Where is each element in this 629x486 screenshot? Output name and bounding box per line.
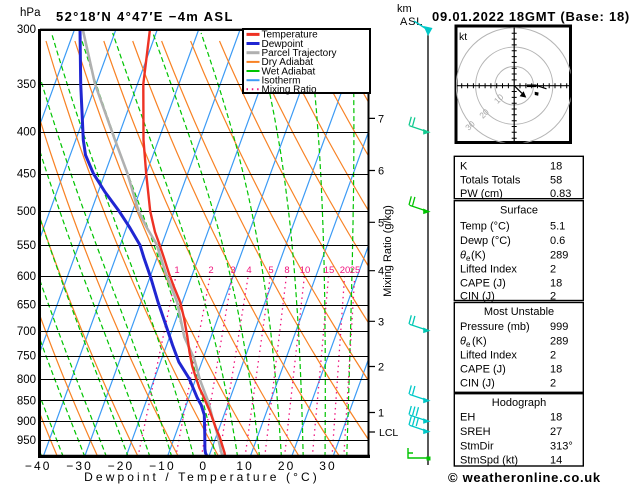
svg-text:Mixing Ratio (g/kg): Mixing Ratio (g/kg) [382, 205, 394, 297]
svg-text:6: 6 [378, 166, 384, 178]
svg-text:20: 20 [278, 459, 296, 473]
svg-text:58: 58 [550, 175, 562, 187]
svg-text:1: 1 [174, 265, 179, 276]
svg-text:700: 700 [17, 326, 36, 338]
svg-text:2: 2 [550, 350, 556, 362]
svg-text:600: 600 [17, 271, 36, 283]
svg-text:−40: −40 [25, 459, 52, 473]
svg-text:LCL: LCL [379, 427, 398, 439]
svg-text:Wet Adiabat: Wet Adiabat [262, 66, 316, 77]
svg-text:StmDir: StmDir [460, 441, 494, 453]
svg-text:289: 289 [550, 336, 568, 348]
svg-text:CAPE (J): CAPE (J) [460, 364, 506, 376]
svg-text:15: 15 [324, 265, 335, 276]
svg-text:0: 0 [199, 459, 208, 473]
svg-text:km: km [397, 3, 412, 15]
svg-text:Temperature: Temperature [262, 30, 319, 41]
svg-text:10: 10 [236, 459, 254, 473]
svg-text:Hodograph: Hodograph [492, 397, 546, 409]
svg-text:27: 27 [550, 426, 562, 438]
svg-text:0.83: 0.83 [550, 188, 571, 200]
svg-text:18: 18 [550, 364, 562, 376]
svg-text:52°18′N 4°47′E −4m ASL: 52°18′N 4°47′E −4m ASL [56, 9, 234, 24]
svg-text:Dewp (°C): Dewp (°C) [460, 235, 511, 247]
svg-text:800: 800 [17, 374, 36, 386]
svg-text:25: 25 [350, 265, 361, 276]
svg-text:kt: kt [459, 31, 467, 43]
svg-text:4: 4 [246, 265, 251, 276]
svg-text:CIN (J): CIN (J) [460, 291, 495, 303]
svg-text:900: 900 [17, 416, 36, 428]
svg-text:300: 300 [17, 24, 36, 36]
svg-text:2: 2 [550, 291, 556, 303]
svg-text:4: 4 [378, 266, 384, 278]
svg-text:StmSpd (kt): StmSpd (kt) [460, 455, 518, 467]
svg-text:Temp (°C): Temp (°C) [460, 221, 510, 233]
svg-text:Parcel Trajectory: Parcel Trajectory [262, 48, 337, 59]
svg-text:3: 3 [230, 265, 235, 276]
svg-text:18: 18 [550, 412, 562, 424]
svg-text:Dewpoint: Dewpoint [262, 39, 304, 50]
svg-text:SREH: SREH [460, 426, 491, 438]
svg-text:8: 8 [284, 265, 289, 276]
svg-text:2: 2 [378, 362, 384, 374]
svg-text:400: 400 [17, 127, 36, 139]
svg-text:Lifted Index: Lifted Index [460, 264, 517, 276]
svg-text:ASL: ASL [400, 16, 423, 28]
svg-text:10: 10 [300, 265, 311, 276]
svg-text:14: 14 [550, 455, 562, 467]
svg-text:Most Unstable: Most Unstable [484, 306, 554, 318]
svg-text:EH: EH [460, 412, 475, 424]
svg-text:30: 30 [319, 459, 337, 473]
svg-text:Mixing Ratio: Mixing Ratio [262, 85, 317, 96]
svg-text:CAPE (J): CAPE (J) [460, 278, 506, 290]
svg-text:−30: −30 [66, 459, 93, 473]
svg-text:550: 550 [17, 240, 36, 252]
svg-text:650: 650 [17, 300, 36, 312]
svg-text:09.01.2022 18GMT (Base: 18): 09.01.2022 18GMT (Base: 18) [432, 9, 629, 24]
svg-text:hPa: hPa [20, 7, 41, 19]
svg-text:Lifted Index: Lifted Index [460, 350, 517, 362]
svg-text:3: 3 [378, 316, 384, 328]
svg-text:950: 950 [17, 435, 36, 447]
svg-text:K: K [460, 161, 468, 173]
svg-text:Totals Totals: Totals Totals [460, 175, 521, 187]
svg-text:© weatheronline.co.uk: © weatheronline.co.uk [448, 470, 601, 485]
svg-text:999: 999 [550, 321, 568, 333]
svg-text:Pressure (mb): Pressure (mb) [460, 321, 530, 333]
svg-text:450: 450 [17, 169, 36, 181]
svg-text:289: 289 [550, 250, 568, 262]
svg-text:500: 500 [17, 206, 36, 218]
svg-text:PW (cm): PW (cm) [460, 188, 503, 200]
svg-text:(K): (K) [471, 250, 486, 262]
svg-text:Dry Adiabat: Dry Adiabat [262, 57, 314, 68]
svg-text:850: 850 [17, 395, 36, 407]
svg-text:CIN (J): CIN (J) [460, 378, 495, 390]
svg-text:e: e [466, 254, 471, 263]
svg-text:2: 2 [550, 264, 556, 276]
svg-text:750: 750 [17, 351, 36, 363]
svg-text:2: 2 [550, 378, 556, 390]
svg-text:−10: −10 [149, 459, 176, 473]
svg-text:5.1: 5.1 [550, 221, 565, 233]
svg-text:20: 20 [340, 265, 351, 276]
svg-text:313°: 313° [550, 441, 573, 453]
svg-text:Dewpoint / Temperature (°C): Dewpoint / Temperature (°C) [84, 470, 320, 484]
svg-text:θ: θ [460, 250, 466, 262]
svg-text:5: 5 [378, 217, 384, 229]
svg-text:350: 350 [17, 79, 36, 91]
svg-text:7: 7 [378, 113, 384, 125]
svg-text:0.6: 0.6 [550, 235, 565, 247]
svg-text:−20: −20 [108, 459, 135, 473]
svg-text:θ: θ [460, 336, 466, 348]
svg-text:5: 5 [268, 265, 273, 276]
svg-text:Isotherm: Isotherm [262, 76, 301, 87]
svg-text:Surface: Surface [500, 205, 538, 217]
svg-text:18: 18 [550, 278, 562, 290]
svg-text:(K): (K) [472, 336, 487, 348]
svg-text:18: 18 [550, 161, 562, 173]
svg-text:1: 1 [378, 408, 384, 420]
svg-text:e: e [466, 340, 471, 349]
svg-text:2: 2 [208, 265, 213, 276]
